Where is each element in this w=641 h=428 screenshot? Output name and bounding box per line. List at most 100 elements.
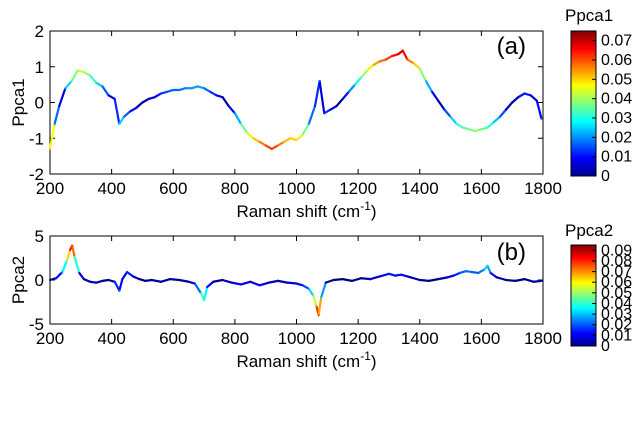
data-point bbox=[277, 280, 279, 282]
series-segment bbox=[437, 99, 446, 111]
series-segment bbox=[514, 278, 526, 282]
data-point bbox=[95, 82, 97, 84]
series-segment bbox=[150, 278, 163, 283]
data-point bbox=[49, 148, 51, 150]
data-point bbox=[523, 92, 526, 95]
series-segment bbox=[206, 280, 215, 289]
data-point bbox=[342, 98, 344, 100]
series-segment bbox=[406, 58, 415, 65]
data-point bbox=[83, 71, 85, 73]
data-point bbox=[54, 123, 56, 125]
series-segment bbox=[295, 133, 304, 142]
y-tick-label: -1 bbox=[29, 129, 44, 148]
series-segment bbox=[118, 278, 124, 292]
series-segment bbox=[239, 280, 252, 286]
series-segment bbox=[443, 108, 452, 118]
colorbar-tick-label: 0 bbox=[601, 168, 610, 185]
data-point bbox=[385, 59, 387, 61]
data-point bbox=[335, 105, 338, 107]
data-point bbox=[431, 91, 433, 93]
data-point bbox=[402, 50, 404, 52]
data-point bbox=[295, 282, 298, 285]
data-point bbox=[351, 280, 353, 282]
data-point bbox=[511, 101, 513, 104]
data-point bbox=[206, 286, 208, 288]
data-point bbox=[486, 265, 489, 267]
data-point bbox=[295, 139, 298, 141]
data-point bbox=[459, 272, 461, 274]
data-point bbox=[319, 80, 321, 82]
series-segment bbox=[504, 278, 517, 282]
series-segment bbox=[312, 294, 318, 308]
series-segment bbox=[135, 101, 144, 109]
data-point bbox=[240, 123, 242, 125]
data-point bbox=[369, 278, 372, 280]
series-segment bbox=[350, 277, 363, 282]
data-point bbox=[66, 260, 68, 262]
data-point bbox=[246, 132, 248, 134]
data-point bbox=[348, 91, 350, 93]
y-tick-label: 5 bbox=[35, 227, 44, 246]
series-segment bbox=[132, 275, 141, 281]
data-point bbox=[474, 130, 476, 132]
series-segment bbox=[301, 122, 310, 136]
data-point bbox=[465, 270, 467, 272]
colorbar-gradient bbox=[570, 30, 597, 177]
data-point bbox=[483, 268, 486, 271]
data-point bbox=[203, 299, 205, 301]
data-point bbox=[160, 92, 162, 95]
data-point bbox=[406, 59, 409, 61]
data-point bbox=[265, 144, 267, 146]
data-point bbox=[61, 271, 63, 273]
series-segment bbox=[498, 108, 508, 118]
data-point bbox=[126, 271, 128, 273]
data-point bbox=[437, 100, 439, 102]
series-segment bbox=[427, 278, 440, 282]
data-point bbox=[462, 126, 464, 129]
series-segment bbox=[532, 279, 543, 283]
series-segment bbox=[61, 259, 69, 274]
x-axis-label-sup: -1 bbox=[360, 199, 371, 213]
data-point bbox=[379, 60, 381, 62]
x-tick-label: 1000 bbox=[278, 329, 316, 348]
series-segment bbox=[258, 281, 270, 287]
series-segment bbox=[492, 115, 501, 124]
series-segment bbox=[384, 54, 394, 61]
series-segment bbox=[122, 110, 132, 118]
series-segment bbox=[252, 137, 261, 143]
data-point bbox=[308, 123, 310, 125]
colorbar-tick-label: 0.06 bbox=[601, 274, 632, 291]
series-segment bbox=[360, 277, 372, 281]
data-point bbox=[409, 276, 412, 278]
colorbar-tick-label: 0.07 bbox=[601, 264, 632, 281]
data-point bbox=[184, 87, 187, 89]
data-point bbox=[55, 277, 57, 279]
series-segment bbox=[267, 279, 280, 284]
series-segment bbox=[486, 264, 492, 275]
data-point bbox=[372, 64, 375, 66]
panel-b: 200 400 600 800 1000 1200 1400 1600 1800 5 0 -5 Rama… bbox=[9, 221, 632, 371]
data-point bbox=[400, 274, 402, 276]
x-tick-label: 1800 bbox=[524, 179, 562, 198]
panel-label: (a) bbox=[497, 33, 526, 60]
x-axis-label-main: Raman shift (cm bbox=[236, 352, 360, 371]
series-segment bbox=[523, 278, 535, 283]
series-segment bbox=[95, 81, 104, 88]
data-point bbox=[536, 100, 538, 102]
colorbar-tick-label: 0.04 bbox=[601, 295, 632, 312]
plot-frame bbox=[49, 30, 544, 175]
data-point bbox=[505, 109, 507, 111]
series-segment bbox=[283, 137, 292, 143]
data-point bbox=[89, 75, 91, 77]
data-point bbox=[249, 281, 251, 283]
data-point bbox=[64, 87, 67, 89]
data-point bbox=[240, 283, 242, 285]
colorbar: Ppca1 0.07 0.06 0.05 0.04 0.03 0.02 0.01 0 bbox=[565, 6, 632, 185]
series-segment bbox=[209, 90, 218, 97]
series-segment bbox=[401, 49, 409, 61]
x-axis-label-sup: -1 bbox=[360, 349, 371, 363]
data-point bbox=[499, 116, 501, 118]
data-point bbox=[215, 94, 217, 96]
colorbar-tick-label: 0.04 bbox=[601, 91, 632, 108]
